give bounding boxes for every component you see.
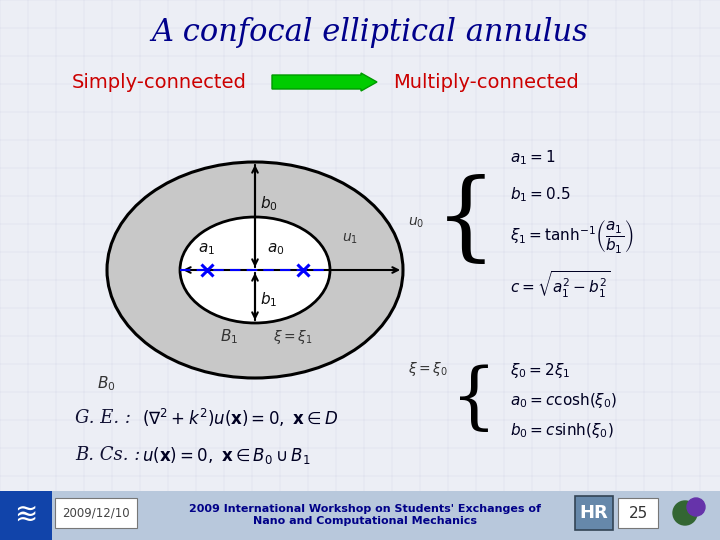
Text: ≋: ≋ — [14, 501, 37, 529]
Text: B. Cs. :: B. Cs. : — [75, 446, 140, 464]
Text: $\xi_1 = \tanh^{-1}\!\left(\dfrac{a_1}{b_1}\right)$: $\xi_1 = \tanh^{-1}\!\left(\dfrac{a_1}{b… — [510, 219, 634, 255]
Text: $u_1$: $u_1$ — [342, 232, 358, 246]
Bar — [55, 498, 137, 528]
Text: $b_0$: $b_0$ — [260, 194, 278, 213]
Circle shape — [673, 501, 697, 525]
Text: 2009/12/10: 2009/12/10 — [62, 507, 130, 519]
Text: A confocal elliptical annulus: A confocal elliptical annulus — [152, 17, 588, 48]
Text: $a_1 = 1$: $a_1 = 1$ — [510, 148, 556, 167]
Text: $\xi_0 = 2\xi_1$: $\xi_0 = 2\xi_1$ — [510, 361, 570, 380]
Text: 25: 25 — [629, 505, 647, 521]
Text: $(\nabla^2 + k^2)u(\mathbf{x}) = 0,\ \mathbf{x} \in D$: $(\nabla^2 + k^2)u(\mathbf{x}) = 0,\ \ma… — [142, 407, 338, 429]
Text: $c = \sqrt{a_1^2 - b_1^2}$: $c = \sqrt{a_1^2 - b_1^2}$ — [510, 270, 611, 300]
Bar — [0, 491, 720, 540]
Bar — [618, 498, 658, 528]
Text: $\xi = \xi_0$: $\xi = \xi_0$ — [408, 360, 448, 378]
Circle shape — [687, 498, 705, 516]
Text: $b_1 = 0.5$: $b_1 = 0.5$ — [510, 186, 570, 204]
Text: $b_1$: $b_1$ — [260, 290, 277, 309]
Text: {: { — [435, 174, 497, 268]
Text: HR: HR — [580, 504, 608, 522]
Ellipse shape — [107, 162, 403, 378]
Text: 2009 International Workshop on Students' Exchanges of
Nano and Computational Mec: 2009 International Workshop on Students'… — [189, 504, 541, 526]
Text: $a_0 = c\cosh(\xi_0)$: $a_0 = c\cosh(\xi_0)$ — [510, 390, 617, 409]
Text: G. E. :: G. E. : — [75, 409, 131, 427]
Text: $a_0$: $a_0$ — [267, 241, 284, 256]
Ellipse shape — [180, 217, 330, 323]
Text: $B_1$: $B_1$ — [220, 327, 238, 346]
Text: $a_1$: $a_1$ — [198, 241, 215, 256]
Text: Simply-connected: Simply-connected — [72, 72, 247, 91]
Text: $b_0 = c\sinh(\xi_0)$: $b_0 = c\sinh(\xi_0)$ — [510, 421, 614, 440]
Text: $u(\mathbf{x}) = 0,\ \mathbf{x} \in B_0 \cup B_1$: $u(\mathbf{x}) = 0,\ \mathbf{x} \in B_0 … — [142, 444, 310, 465]
Text: $\xi = \xi_1$: $\xi = \xi_1$ — [273, 328, 312, 346]
Text: $B_0$: $B_0$ — [97, 374, 116, 393]
Text: $u_0$: $u_0$ — [408, 216, 424, 231]
Bar — [575, 496, 613, 530]
Text: Multiply-connected: Multiply-connected — [393, 72, 579, 91]
Bar — [0, 491, 52, 540]
Text: {: { — [451, 364, 497, 435]
FancyArrow shape — [272, 73, 377, 91]
